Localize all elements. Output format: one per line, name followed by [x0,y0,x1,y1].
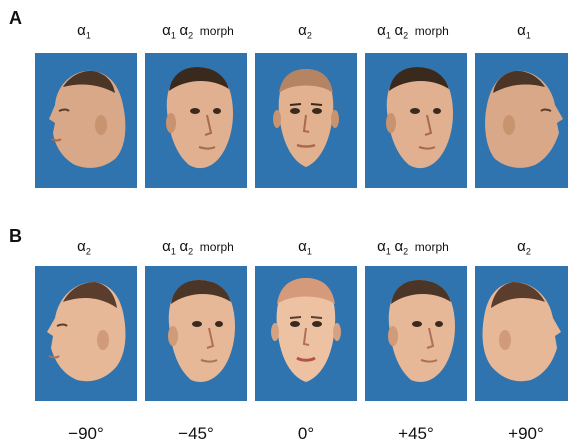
label-b-2: α1 α2 morph [162,238,234,257]
face-tile-b-1 [35,266,137,401]
label-b-4: α1 α2 morph [377,238,449,257]
face-right-profile-image [482,282,561,382]
angle-label-plus-45: +45° [398,424,434,443]
face-three-quarter-image [166,67,233,169]
face-tile-b-2 [145,266,247,401]
angle-label-minus-45: −45° [178,424,214,443]
panel-letter-a: A [9,8,22,28]
label-b-1: α2 [77,238,91,257]
label-b-5: α2 [517,238,531,257]
face-tile-b-4 [365,266,467,401]
label-a-4: α1 α2 morph [377,22,449,41]
face-left-profile-image [47,282,126,382]
label-a-2: α1 α2 morph [162,22,234,41]
face-tile-a-1 [35,53,137,188]
angle-label-minus-90: −90° [68,424,104,443]
face-tile-a-3 [255,53,357,188]
face-tile-b-5 [475,266,568,401]
face-tile-a-5 [475,53,568,188]
face-three-quarter-image [168,280,235,382]
face-frontal-image [273,69,339,167]
panel-letter-b: B [9,226,22,246]
face-frontal-image [271,278,341,382]
face-three-quarter-image [386,67,453,169]
label-a-3: α2 [298,22,312,41]
face-tile-a-2 [145,53,247,188]
angle-label-0: 0° [297,424,315,443]
angle-label-plus-90: +90° [508,424,544,443]
face-tile-b-3 [255,266,357,401]
face-right-profile-image [485,70,563,168]
face-three-quarter-image [388,280,455,382]
label-a-1: α1 [77,22,91,41]
face-tile-a-4 [365,53,467,188]
face-left-profile-image [49,70,126,168]
label-a-5: α1 [517,22,531,41]
label-b-3: α1 [298,238,312,257]
